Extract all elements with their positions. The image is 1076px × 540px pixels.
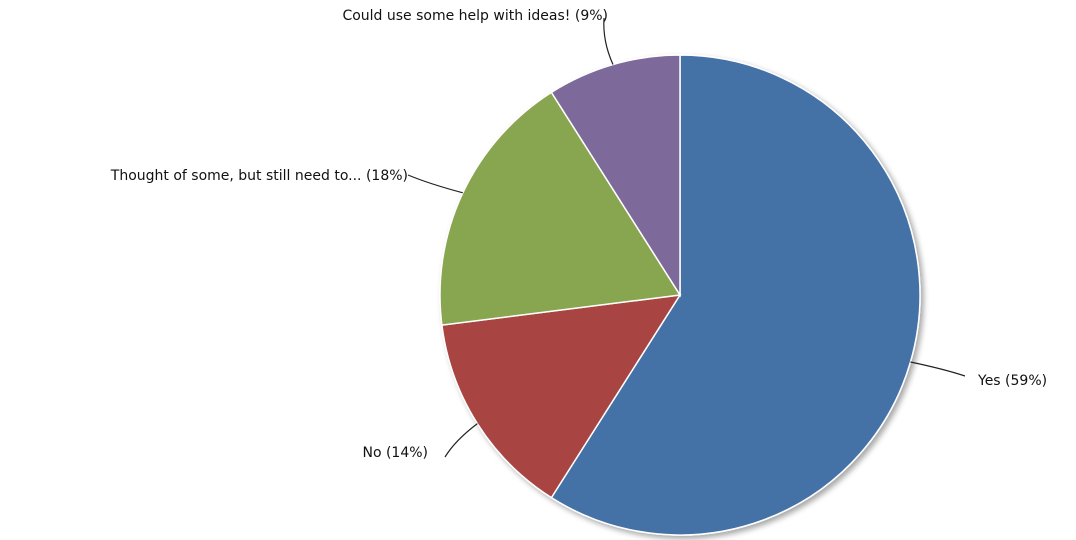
leader-line-2 [407, 174, 463, 194]
slice-label-3: Could use some help with ideas! (9%) [342, 8, 608, 24]
slice-labels: Yes (59%) No (14%) Thought of some, but st… [110, 8, 1047, 461]
slice-label-2: Thought of some, but still need to... (1… [110, 168, 408, 184]
slice-label-1: No (14%) [362, 445, 428, 461]
pie-slice-0 [550, 54, 921, 536]
leader-line-3 [603, 17, 614, 65]
pie-slice-2 [439, 91, 682, 326]
leader-lines [407, 17, 966, 458]
leader-line-0 [910, 361, 966, 377]
leader-line-1 [444, 423, 478, 458]
pie-slice-3 [550, 54, 681, 298]
pie-slice-1 [441, 294, 682, 499]
slice-label-0: Yes (59%) [977, 373, 1047, 389]
pie-slices [439, 54, 921, 536]
